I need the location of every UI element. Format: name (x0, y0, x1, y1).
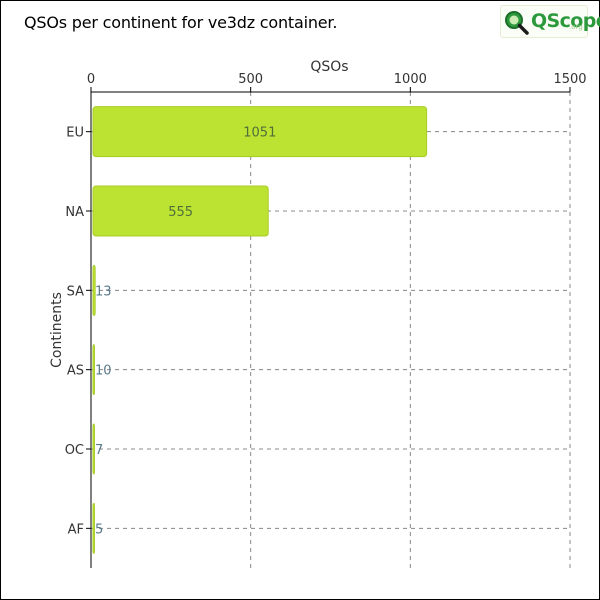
bar-value-label: 7 (95, 443, 103, 458)
bars: 1051 555 13 10 7 5 (92, 106, 428, 554)
qscope-logo: QScope .org (500, 5, 600, 38)
y-tick-label: NA (65, 205, 84, 220)
logo-text: QScope (531, 10, 600, 32)
x-tick-label: 1500 (553, 72, 586, 87)
y-tick-label: EU (66, 126, 84, 141)
y-tick-label: AS (67, 364, 84, 379)
y-axis-title: Continents (49, 292, 65, 368)
axes: 0 500 1000 1500 EU NA SA AS OC AF (65, 72, 587, 568)
grid-lines (91, 92, 571, 568)
y-tick-label: OC (65, 443, 84, 458)
logo-suffix: .org (569, 23, 583, 31)
bar-oc (92, 423, 95, 475)
bar-value-label: 10 (95, 364, 112, 379)
y-tick-label: AF (68, 522, 84, 537)
bar-value-label: 555 (168, 205, 193, 220)
x-tick-label: 1000 (394, 72, 427, 87)
bar-eu (92, 106, 428, 158)
y-tick-label: SA (67, 284, 84, 299)
bar-as (92, 344, 95, 396)
bar-sa (92, 264, 96, 316)
bar-value-label: 5 (95, 522, 103, 537)
x-tick-label: 0 (87, 72, 95, 87)
chart-title: QSOs per continent for ve3dz container. (24, 13, 338, 32)
bar-value-label: 13 (95, 284, 112, 299)
x-tick-label: 500 (238, 72, 263, 87)
bar-af (92, 502, 95, 554)
bar-na (92, 185, 269, 237)
bar-value-label: 1051 (243, 126, 276, 141)
magnifier-icon (505, 11, 529, 35)
x-axis-title: QSOs (310, 59, 348, 75)
